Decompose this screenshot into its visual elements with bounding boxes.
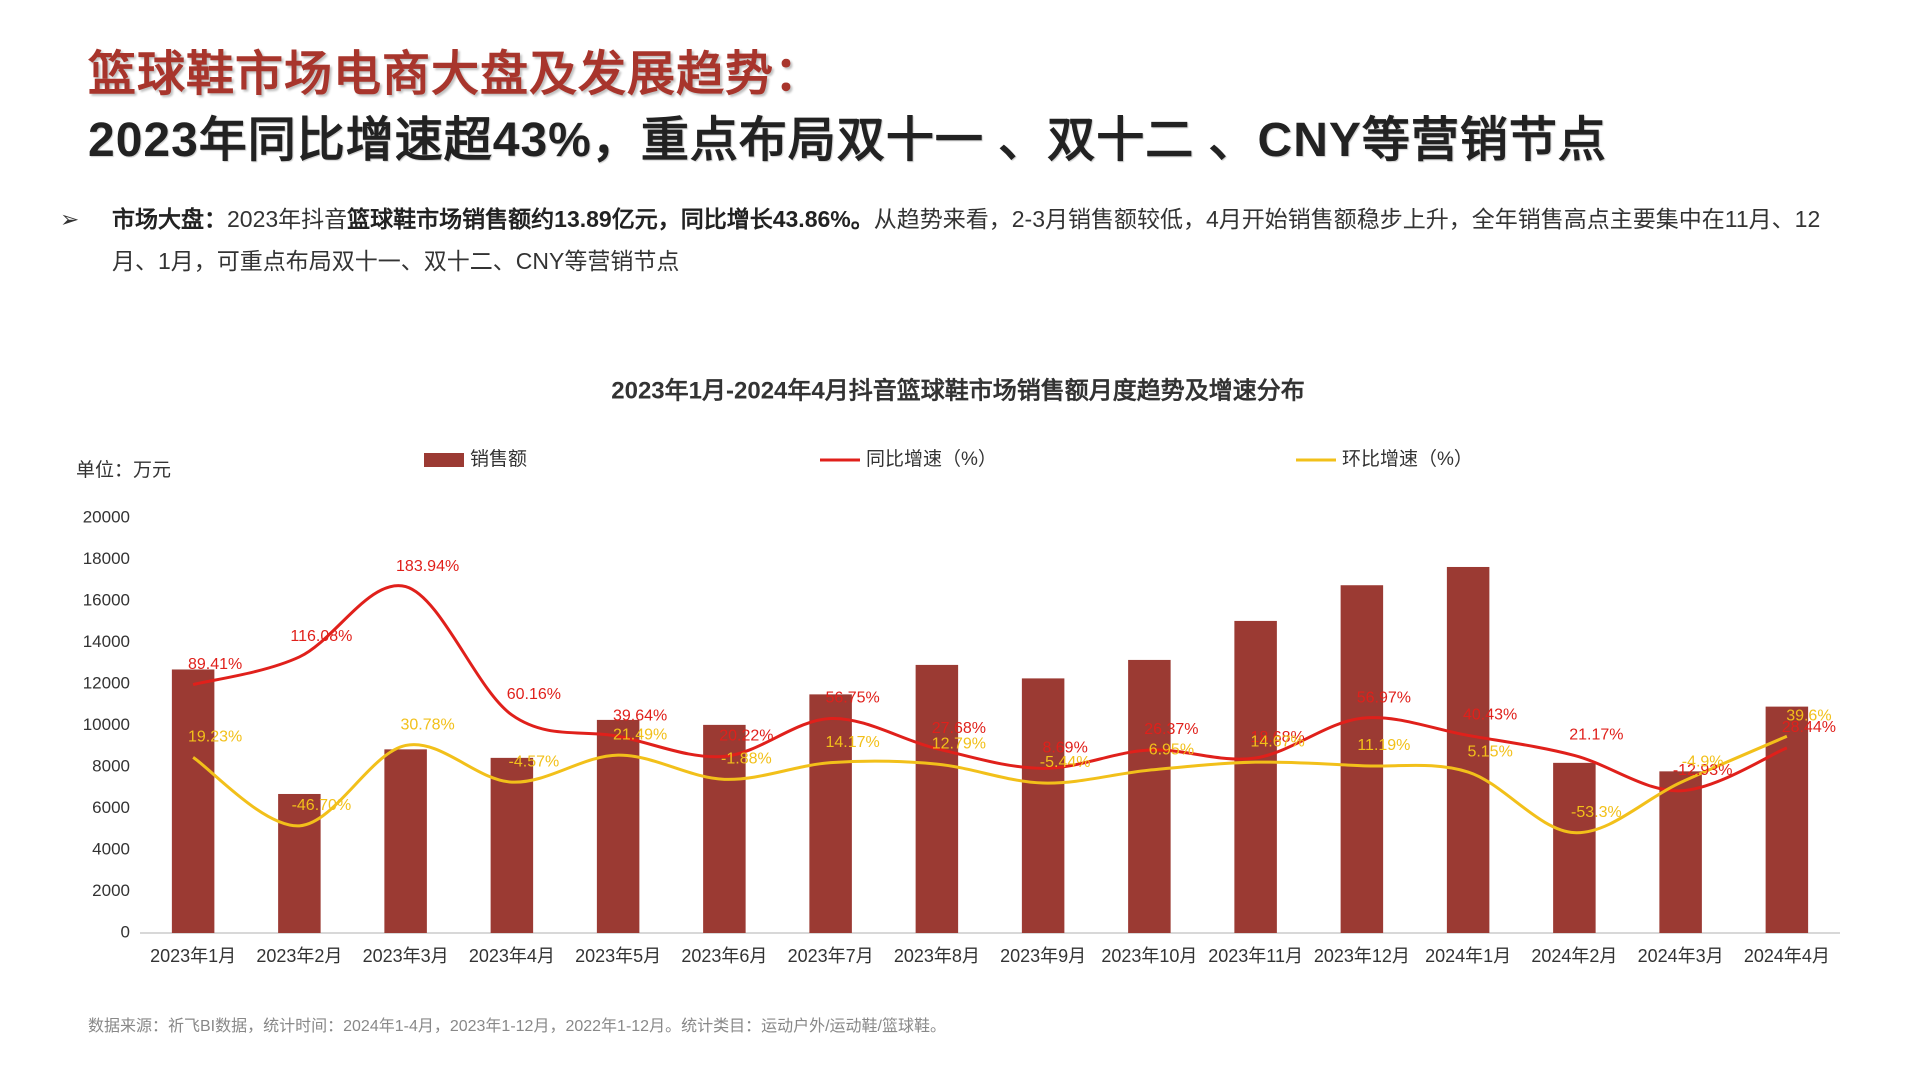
data-label: 56.97% [1357, 689, 1411, 706]
x-tick-label: 2023年10月 [1101, 946, 1197, 966]
data-label: 20.22% [719, 728, 773, 745]
chart-title: 2023年1月-2024年4月抖音篮球鞋市场销售额月度趋势及增速分布 [611, 376, 1304, 404]
x-tick-label: 2023年5月 [575, 946, 661, 966]
data-label: 11.19% [1357, 737, 1410, 754]
y-tick-label: 4000 [92, 839, 130, 858]
data-label: 39.6% [1786, 708, 1831, 725]
source-note: 数据来源：祈飞BI数据，统计时间：2024年1-4月，2023年1-12月，20… [88, 1018, 946, 1035]
data-label: 26.37% [1144, 721, 1198, 738]
x-tick-label: 2023年12月 [1314, 946, 1410, 966]
data-label: 19.23% [188, 729, 242, 746]
data-label: -4.9% [1682, 754, 1724, 771]
x-tick-label: 2023年9月 [1000, 946, 1086, 966]
bar [1553, 762, 1596, 933]
data-label: 5.15% [1467, 743, 1512, 760]
bullet-arrow: ➢ [60, 206, 80, 232]
data-label: -53.3% [1571, 804, 1622, 821]
y-tick-label: 6000 [92, 798, 130, 817]
legend-swatch [424, 453, 464, 467]
summary-segment: 2023年抖音 [227, 206, 348, 232]
x-tick-label: 2023年4月 [469, 946, 555, 966]
summary: ➢ 市场大盘：2023年抖音篮球鞋市场销售额约13.89亿元，同比增长43.86%… [60, 198, 1852, 282]
data-label: 116.08% [290, 628, 352, 645]
x-tick-label: 2024年2月 [1531, 946, 1617, 966]
subtitle: 2023年同比增速超43%，重点布局双十一 、双十二 、CNY等营销节点 [88, 114, 1607, 167]
y-tick-label: 12000 [83, 673, 130, 692]
y-tick-label: 0 [121, 922, 130, 941]
summary-segment: 篮球鞋市场销售额约13.89亿元，同比增长43.86%。 [347, 206, 874, 232]
data-label: 21.17% [1569, 727, 1623, 744]
x-tick-label: 2023年3月 [363, 946, 449, 966]
bar [1234, 620, 1277, 933]
x-tick-label: 2023年6月 [681, 946, 767, 966]
data-label: 40.43% [1463, 707, 1517, 724]
x-tick-label: 2023年8月 [894, 946, 980, 966]
bar [809, 694, 852, 933]
summary-segment: 市场大盘： [112, 206, 227, 232]
y-tick-label: 18000 [83, 549, 130, 568]
data-label: 89.41% [188, 656, 242, 673]
data-label: 39.64% [613, 707, 667, 724]
data-label: 183.94% [396, 558, 459, 575]
x-tick-label: 2023年1月 [150, 946, 236, 966]
y-tick-label: 2000 [92, 881, 130, 900]
y-tick-label: 10000 [83, 715, 130, 734]
x-tick-label: 2023年2月 [256, 946, 342, 966]
bar [1128, 659, 1171, 933]
bar [1659, 771, 1702, 933]
data-label: 14.67% [1250, 733, 1304, 750]
legend-label: 环比增速（%） [1342, 448, 1473, 470]
line [192, 584, 1788, 793]
bar [1021, 678, 1065, 933]
y-tick-label: 20000 [83, 507, 130, 526]
title: 篮球鞋市场电商大盘及发展趋势： [88, 48, 824, 101]
data-label: 30.78% [400, 717, 454, 734]
bar [596, 719, 640, 933]
bar [1446, 566, 1490, 933]
x-tick-label: 2024年4月 [1744, 946, 1830, 966]
data-label: 6.95% [1149, 741, 1194, 758]
data-label: 60.16% [507, 686, 561, 703]
line [192, 734, 1788, 835]
data-label: -5.44% [1040, 754, 1091, 771]
bar [703, 724, 746, 933]
data-label: 12.79% [932, 735, 986, 752]
x-tick-label: 2024年1月 [1425, 946, 1511, 966]
legend-label: 销售额 [470, 448, 527, 470]
data-label: 18.68% [1250, 729, 1304, 746]
summary-body: 市场大盘：2023年抖音篮球鞋市场销售额约13.89亿元，同比增长43.86%。… [112, 206, 1820, 274]
data-label: -1.88% [721, 751, 772, 768]
data-label: -12.93% [1673, 762, 1733, 779]
y-tick-label: 8000 [92, 756, 130, 775]
data-label: 56.75% [825, 690, 879, 707]
bar [278, 793, 321, 933]
y-tick-label: 16000 [83, 590, 130, 609]
x-tick-label: 2023年7月 [788, 946, 874, 966]
bar [1340, 585, 1384, 933]
data-label: 14.17% [825, 734, 879, 751]
x-tick-label: 2023年11月 [1208, 946, 1303, 966]
bar [384, 749, 427, 933]
y-tick-label: 14000 [83, 632, 130, 651]
data-label: -46.70% [292, 797, 352, 814]
data-label: 27.68% [932, 720, 986, 737]
bar [915, 664, 959, 933]
x-tick-label: 2024年3月 [1638, 946, 1724, 966]
data-label: 21.49% [613, 726, 667, 743]
summary-segment: 从趋势来看，2-3月销售额较低，4月开始销售额稳步上升，全年销售高点主要集中在1… [112, 206, 1821, 274]
data-label: 28.44% [1782, 719, 1836, 736]
bar [1765, 706, 1809, 933]
bar [490, 757, 534, 933]
data-label: -4.57% [509, 753, 560, 770]
data-label: 8.69% [1042, 740, 1087, 757]
bar [171, 669, 215, 933]
y-axis-label: 单位：万元 [76, 459, 171, 481]
legend-label: 同比增速（%） [866, 448, 997, 470]
